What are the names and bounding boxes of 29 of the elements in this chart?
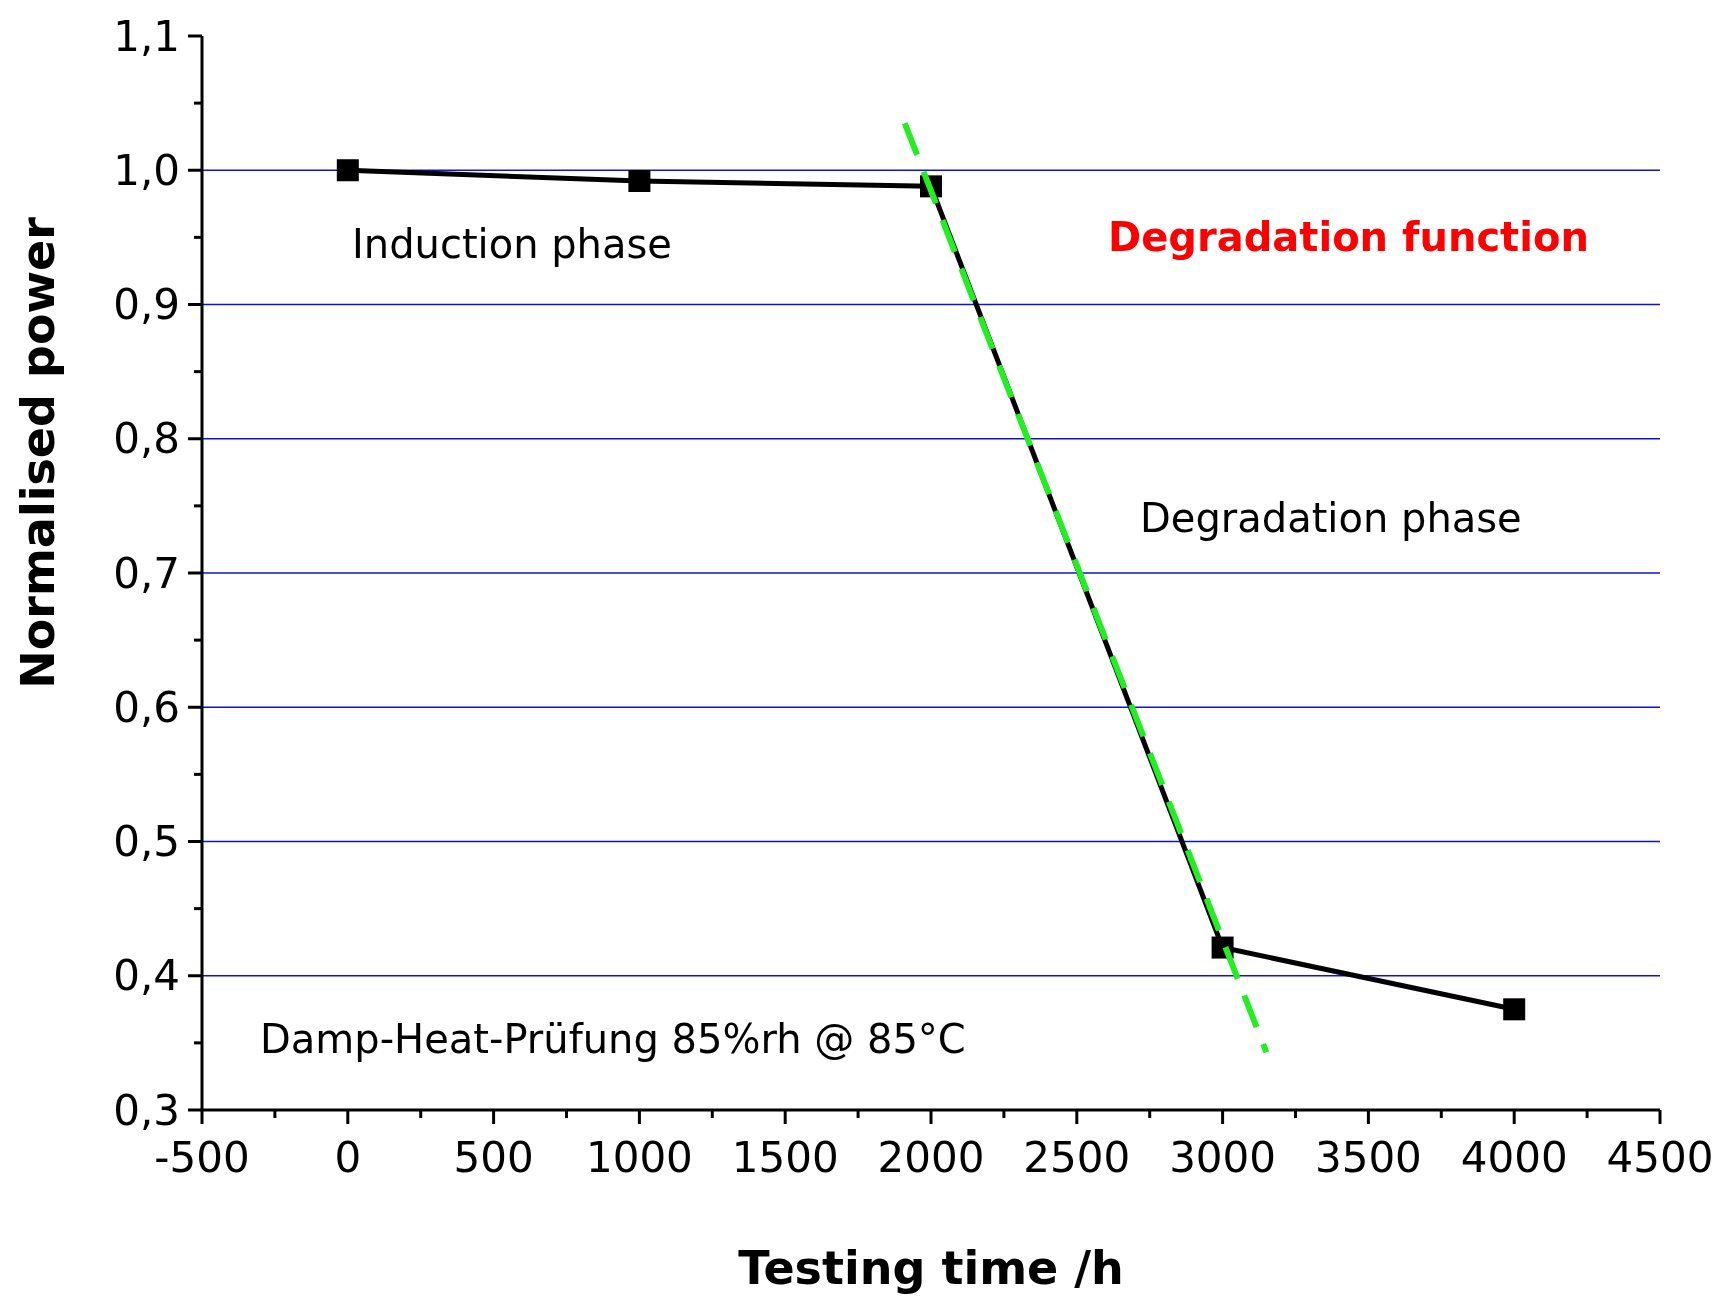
x-axis-title: Testing time /h (738, 1241, 1124, 1295)
y-axis-title: Normalised power (11, 216, 65, 689)
y-tick-label: 0,8 (113, 414, 180, 464)
x-tick-label: 500 (453, 1133, 534, 1182)
y-tick-label: 0,3 (113, 1085, 180, 1135)
y-tick-label: 0,4 (113, 951, 180, 1001)
y-tick-label: 1,1 (113, 11, 180, 61)
x-tick-label: 4000 (1460, 1133, 1568, 1182)
y-tick-label: 0,9 (113, 280, 180, 330)
y-tick-label: 0,5 (113, 817, 180, 867)
x-tick-label: 2000 (877, 1133, 985, 1182)
annotation: Induction phase (352, 221, 672, 267)
y-tick-label: 0,7 (113, 548, 180, 598)
annotation: Degradation function (1108, 214, 1589, 260)
point (336, 159, 359, 182)
x-tick-label: 2500 (1023, 1133, 1131, 1182)
x-tick-label: 4500 (1606, 1133, 1714, 1182)
y-tick-label: 0,6 (113, 682, 180, 732)
x-tick-label: 0 (334, 1133, 362, 1182)
x-tick-label: 3000 (1169, 1133, 1277, 1182)
x-tick-label: 1000 (585, 1133, 693, 1182)
x-tick-label: -500 (154, 1133, 250, 1182)
annotation: Damp-Heat-Prüfung 85%rh @ 85°C (260, 1016, 966, 1062)
x-tick-label: 1500 (731, 1133, 839, 1182)
x-tick-label: 3500 (1314, 1133, 1422, 1182)
point (628, 169, 651, 192)
annotation: Degradation phase (1140, 495, 1522, 541)
point (1503, 998, 1526, 1021)
y-tick-label: 1,0 (113, 145, 180, 195)
